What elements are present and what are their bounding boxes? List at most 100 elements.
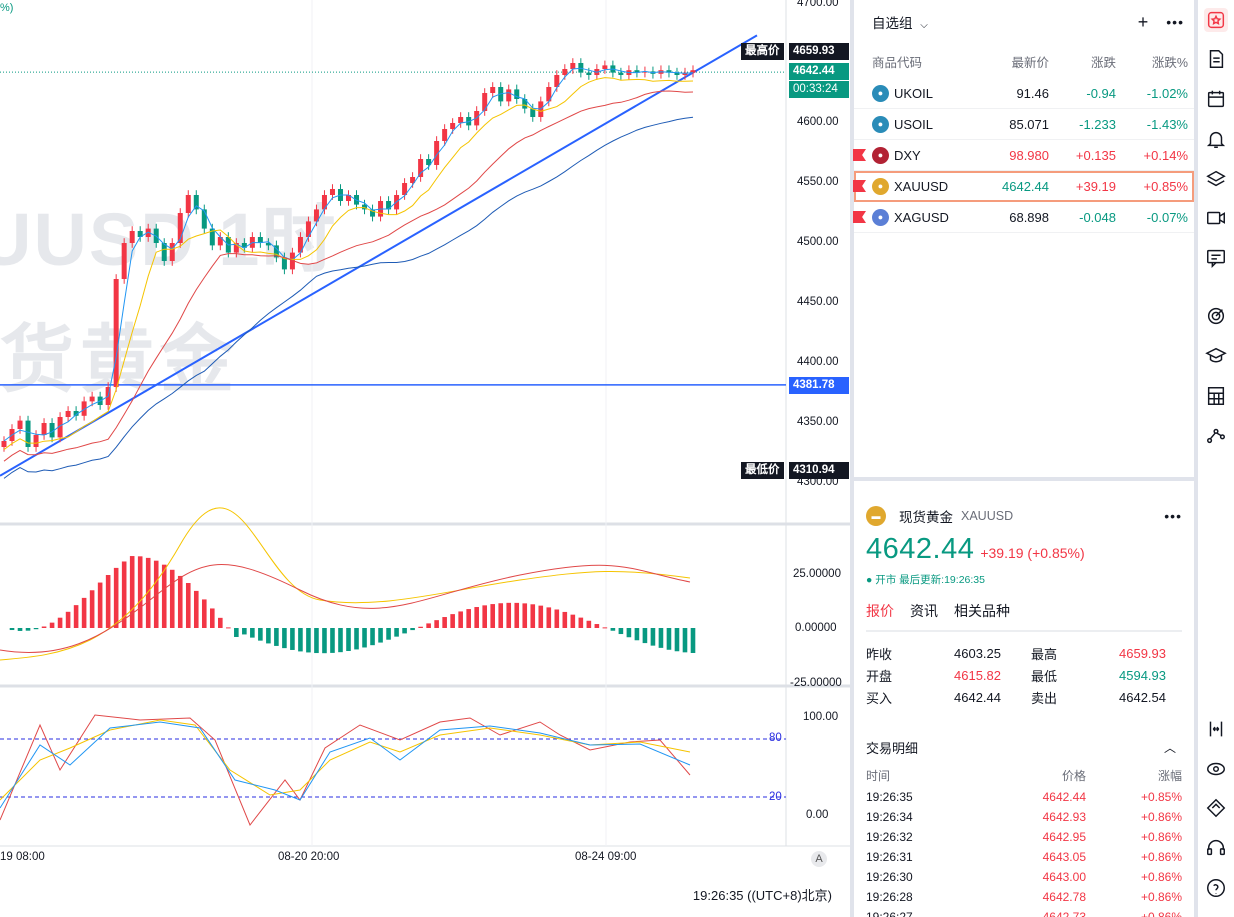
candle-body <box>273 245 279 258</box>
row-symbol: DXY <box>894 147 921 163</box>
row-symbol: XAGUSD <box>894 209 949 225</box>
alert-icon[interactable] <box>1204 127 1228 151</box>
candle-body <box>634 70 640 73</box>
candle-body <box>586 72 592 75</box>
flag-icon[interactable] <box>853 149 866 161</box>
trade-time: 19:26:28 <box>866 890 913 904</box>
macd-bar <box>258 628 263 641</box>
tab-related[interactable]: 相关品种 <box>954 603 1010 619</box>
panel-divider <box>1194 0 1198 917</box>
watchlist-row[interactable]: ● XAGUSD 68.898 -0.048 -0.07% <box>853 202 1194 233</box>
macd-bar <box>690 628 696 653</box>
row-change-pct: +0.85% <box>1143 178 1188 194</box>
tab-news[interactable]: 资讯 <box>910 603 938 619</box>
clock-timezone[interactable]: 19:26:35 ((UTC+8)北京) <box>692 888 832 903</box>
diamond-icon[interactable] <box>1204 796 1228 820</box>
high-price-tag: 4659.93 <box>789 43 849 60</box>
macd-bar <box>482 605 487 628</box>
trade-row: 19:26:27 4642.73 +0.86% <box>866 907 1182 917</box>
col-change-pct[interactable]: 涨跌% <box>1151 55 1188 70</box>
moving-average-line <box>3 116 694 479</box>
tab-quote[interactable]: 报价 <box>866 603 894 619</box>
compare-icon[interactable] <box>1204 717 1228 741</box>
stoch-d-line <box>0 719 691 801</box>
macd-bar <box>33 628 39 630</box>
candle-body <box>49 423 55 438</box>
price-change: +39.19 (+0.85%) <box>980 545 1085 561</box>
horizontal-line-tag[interactable]: 4381.78 <box>789 377 849 394</box>
candle-body <box>450 123 456 129</box>
col-symbol[interactable]: 商品代码 <box>872 55 923 70</box>
chart-area[interactable]: UUSD 1时 货黄金 %) 4700.00 4600.00 4550.00 4… <box>0 0 850 917</box>
education-icon[interactable] <box>1204 344 1228 368</box>
market-status: ● 开市 最后更新:19:26:35 <box>866 574 985 586</box>
candle-body <box>321 195 327 210</box>
macd-bar <box>73 605 79 628</box>
macd-bar <box>153 560 159 628</box>
candle-body <box>666 70 672 73</box>
watchlist-panel: 自选组 ⌵ + ••• 商品代码 最新价 涨跌 涨跌% ● UKOIL 91.46 -… <box>853 0 1194 477</box>
panel-divider[interactable] <box>850 0 854 917</box>
macd-bar <box>530 604 536 628</box>
collapse-icon[interactable]: ︿ <box>1163 741 1176 755</box>
candle-body <box>73 411 79 416</box>
macd-bar <box>250 628 255 638</box>
eye-icon[interactable] <box>1204 757 1228 781</box>
calculator-icon[interactable] <box>1204 384 1228 408</box>
candle-body <box>241 243 247 248</box>
calendar-icon[interactable] <box>1204 87 1228 111</box>
add-symbol-icon[interactable]: + <box>1137 11 1149 32</box>
more-icon[interactable]: ••• <box>1164 508 1182 524</box>
strategy-icon[interactable] <box>1204 423 1228 447</box>
candle-body <box>185 195 191 213</box>
more-icon[interactable]: ••• <box>1166 14 1184 30</box>
candle-body <box>346 195 351 201</box>
candlestick-chart[interactable] <box>0 0 850 917</box>
candle-body <box>434 141 440 165</box>
candle-body <box>426 159 432 165</box>
candle-body <box>490 87 496 93</box>
flag-icon[interactable] <box>853 211 866 223</box>
watchlist-row[interactable]: ● USOIL 85.071 -1.233 -1.43% <box>854 109 1194 140</box>
trade-time: 19:26:27 <box>866 910 913 917</box>
macd-bar <box>161 564 167 628</box>
symbol-logo-icon: ● <box>872 146 889 164</box>
macd-bar <box>522 603 528 628</box>
trade-change: +0.86% <box>1140 910 1182 917</box>
watchlist-row[interactable]: ● DXY 98.980 +0.135 +0.14% <box>853 140 1194 171</box>
notes-icon[interactable] <box>1204 47 1228 71</box>
macd-bar <box>666 628 672 650</box>
macd-bar <box>298 628 303 652</box>
watchlist-row[interactable]: ● XAUUSD 4642.44 +39.19 +0.85% <box>853 171 1194 202</box>
panel-divider-h[interactable] <box>854 477 1194 481</box>
symbol-code: XAUUSD <box>961 509 1014 523</box>
quote-value: 4603.25 <box>954 645 1001 661</box>
macd-bar <box>458 611 463 628</box>
macd-bar <box>618 628 624 635</box>
watchlist-row[interactable]: ● UKOIL 91.46 -0.94 -1.02% <box>854 78 1194 109</box>
col-change[interactable]: 涨跌 <box>1090 55 1116 70</box>
target-icon[interactable] <box>1204 304 1228 328</box>
macd-signal-line <box>0 507 691 661</box>
watchlist-icon[interactable] <box>1204 8 1228 32</box>
macd-bar <box>201 599 207 628</box>
watchlist-dropdown[interactable]: 自选组 ⌵ <box>872 12 1120 32</box>
candle-body <box>554 75 560 87</box>
help-icon[interactable] <box>1204 876 1228 900</box>
candle-body <box>257 237 263 243</box>
chat-icon[interactable] <box>1204 246 1228 270</box>
layers-icon[interactable] <box>1204 167 1228 191</box>
trade-price: 4642.73 <box>1042 910 1086 917</box>
candle-body <box>362 204 368 210</box>
headset-icon[interactable] <box>1204 836 1228 860</box>
candle-body <box>297 237 303 253</box>
candle-body <box>458 117 464 123</box>
candle-body <box>386 201 392 210</box>
flag-icon[interactable] <box>853 180 866 192</box>
candle-body <box>530 108 536 117</box>
auto-scale-button[interactable]: A <box>811 851 827 867</box>
col-last[interactable]: 最新价 <box>1011 55 1049 70</box>
trade-col-time: 时间 <box>866 769 891 783</box>
video-icon[interactable] <box>1204 206 1228 230</box>
row-change: -0.94 <box>1086 85 1116 101</box>
